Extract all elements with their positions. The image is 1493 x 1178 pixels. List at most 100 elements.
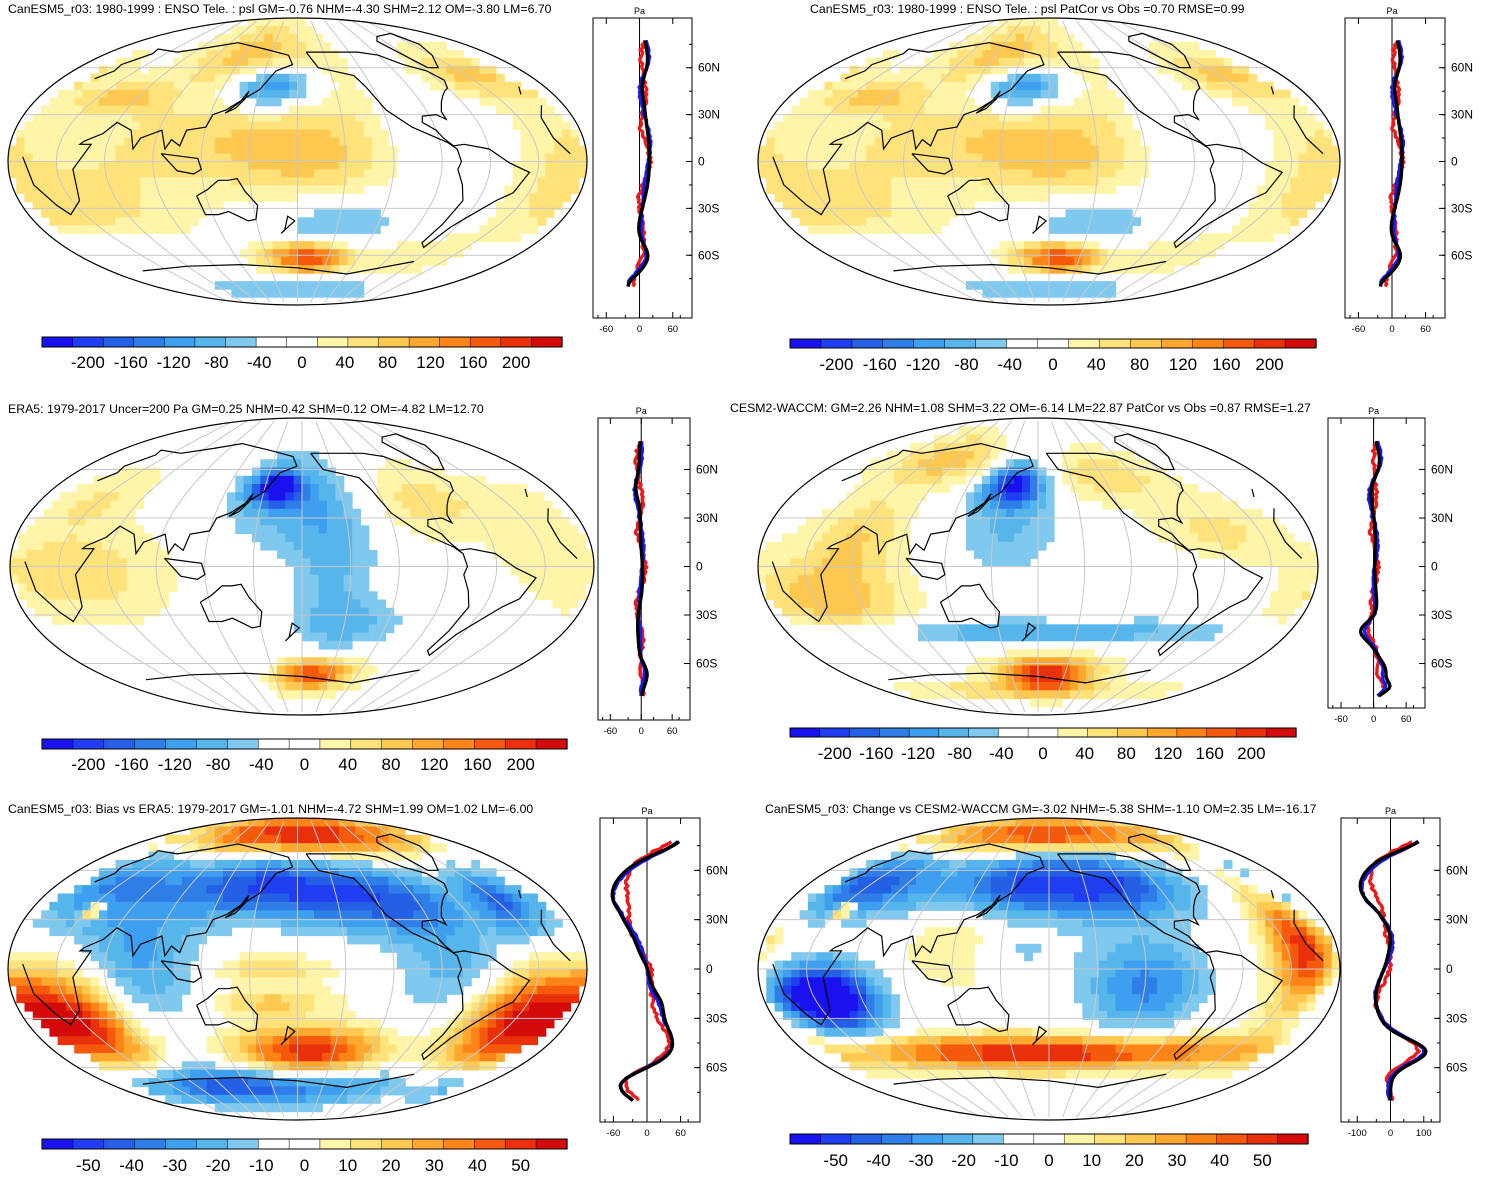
zonal-tick-label: -60 <box>1334 714 1348 725</box>
colorbar-swatch <box>998 728 1028 737</box>
colorbar-swatch <box>1125 1134 1156 1144</box>
lat-label: 60N <box>1446 863 1468 877</box>
colorbar-tick-label: 80 <box>1130 355 1149 374</box>
colorbar-tick-label: 40 <box>338 755 357 774</box>
lat-label: 30S <box>1446 1011 1467 1025</box>
colorbar-tick-label: 10 <box>1082 1151 1101 1170</box>
colorbar-tick-label: -120 <box>901 744 935 763</box>
colorbar-swatch <box>444 1139 475 1149</box>
colorbar-swatch <box>1177 728 1207 737</box>
colorbar-swatch <box>104 739 135 749</box>
colorbar-swatch <box>821 339 852 348</box>
colorbar-swatch <box>258 1139 289 1149</box>
colorbar-swatch <box>289 739 320 749</box>
colorbar-swatch <box>1069 339 1100 348</box>
colorbar-swatch <box>320 1139 351 1149</box>
lat-label: 0 <box>706 962 713 976</box>
zonal-tick-label: -60 <box>599 324 613 335</box>
colorbar-tick-label: -20 <box>951 1151 976 1170</box>
colorbar-swatch <box>1247 1134 1278 1144</box>
zonal-tick-label: 0 <box>639 726 644 737</box>
colorbar-tick-label: 30 <box>1168 1151 1187 1170</box>
colorbar-swatch <box>1254 339 1285 348</box>
zonal-unit: Pa <box>1368 406 1379 416</box>
lat-label: 30S <box>696 608 717 622</box>
zonal-tick-label: 60 <box>675 1128 686 1139</box>
colorbar-tick-label: 40 <box>468 1156 487 1173</box>
colorbar-tick-label: -200 <box>818 744 852 763</box>
colorbar-swatch <box>1099 339 1130 348</box>
colorbar-swatch <box>382 1139 413 1149</box>
zonal-tick-label: 60 <box>1401 714 1412 725</box>
colorbar-tick-label: 200 <box>506 755 534 774</box>
lat-label: 30N <box>696 511 718 525</box>
zonal-tick-label: 0 <box>1388 1128 1393 1139</box>
colorbar-tick-label: 80 <box>382 755 401 774</box>
colorbar-swatch <box>1237 728 1267 737</box>
colorbar-swatch <box>1064 1134 1095 1144</box>
colorbar-tick-label: -40 <box>247 353 272 372</box>
zonal-unit: Pa <box>1386 6 1397 16</box>
zonal-tick-label: 60 <box>667 726 678 737</box>
colorbar-swatch <box>413 1139 444 1149</box>
colorbar-swatch <box>196 1139 227 1149</box>
colorbar-swatch <box>382 739 413 749</box>
colorbar-swatch <box>351 739 382 749</box>
lat-label: 60S <box>698 248 719 262</box>
colorbar-tick-label: -30 <box>909 1151 934 1170</box>
colorbar-swatch <box>976 339 1007 348</box>
colorbar-swatch <box>1266 728 1296 737</box>
colorbar-tick-label: -30 <box>163 1156 188 1173</box>
zonal-unit: Pa <box>1385 806 1396 816</box>
colorbar-swatch <box>289 1139 320 1149</box>
colorbar-swatch <box>42 337 73 347</box>
map-field <box>758 418 1319 715</box>
lat-label: 60S <box>706 1061 727 1075</box>
lat-label: 0 <box>1431 560 1438 574</box>
lat-label: 0 <box>1446 962 1453 976</box>
colorbar-swatch <box>536 1139 567 1149</box>
colorbar-tick-label: 40 <box>1087 355 1106 374</box>
colorbar-tick-label: -160 <box>115 755 149 774</box>
colorbar-swatch <box>505 1139 536 1149</box>
colorbar-tick-label: 10 <box>338 1156 357 1173</box>
colorbar-tick-label: -40 <box>249 755 274 774</box>
lat-label: 60N <box>696 462 718 476</box>
colorbar-tick-label: -160 <box>114 353 148 372</box>
colorbar-swatch <box>317 337 348 347</box>
colorbar-tick-label: 30 <box>425 1156 444 1173</box>
colorbar-tick-label: -40 <box>866 1151 891 1170</box>
colorbar-swatch <box>820 728 850 737</box>
colorbar-swatch <box>413 739 444 749</box>
colorbar-tick-label: 40 <box>1210 1151 1229 1170</box>
colorbar-tick-label: 80 <box>378 353 397 372</box>
panel-p3: ERA5: 1979-2017 Uncer=200 Pa GM=0.25 NHM… <box>8 402 718 774</box>
map-field <box>10 418 595 715</box>
colorbar-tick-label: -80 <box>954 355 979 374</box>
colorbar-swatch <box>883 339 914 348</box>
colorbar-swatch <box>1038 339 1069 348</box>
colorbar-tick-label: 20 <box>382 1156 401 1173</box>
lat-label: 30N <box>1446 913 1468 927</box>
colorbar-swatch <box>945 339 976 348</box>
zonal-tick-label: 0 <box>637 324 642 335</box>
colorbar-swatch <box>42 1139 73 1149</box>
zonal-tick-label: -60 <box>607 1128 621 1139</box>
colorbar-tick-label: 0 <box>1038 744 1047 763</box>
colorbar-swatch <box>73 1139 104 1149</box>
zonal-tick-label: -100 <box>1348 1128 1367 1139</box>
panel-title: CanESM5_r03: Change vs CESM2-WACCM GM=-3… <box>765 802 1317 816</box>
colorbar-swatch <box>1285 339 1316 348</box>
lat-label: 30S <box>698 201 719 215</box>
lat-label: 60S <box>1431 657 1452 671</box>
lat-label: 60N <box>706 863 728 877</box>
colorbar-tick-label: -160 <box>859 744 893 763</box>
colorbar-swatch <box>1088 728 1118 737</box>
